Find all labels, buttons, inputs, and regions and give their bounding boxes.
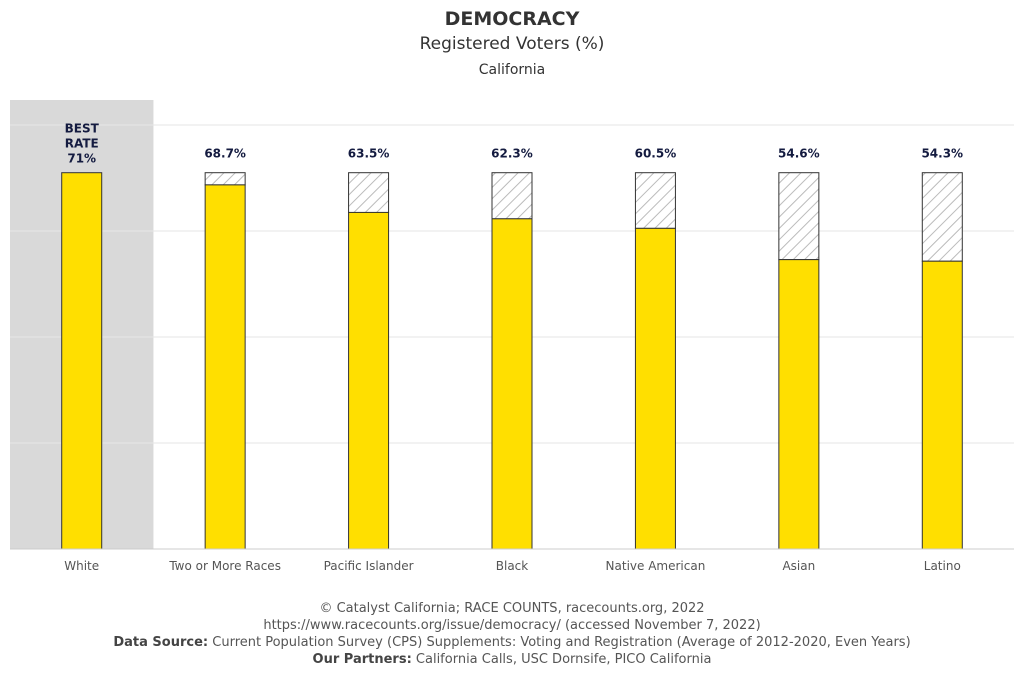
- data-source-label: Data Source:: [113, 635, 209, 650]
- category-label: Black: [496, 559, 529, 573]
- gap-to-best-bar: [348, 172, 390, 213]
- partners-line: Our Partners: California Calls, USC Dorn…: [0, 651, 1024, 668]
- gap-to-best-bar: [491, 172, 533, 220]
- value-label: 54.3%: [921, 147, 963, 161]
- source-url-line: https://www.racecounts.org/issue/democra…: [263, 618, 761, 633]
- data-source-text: Current Population Survey (CPS) Suppleme…: [208, 635, 911, 650]
- bar: [348, 211, 390, 550]
- partners-text: California Calls, USC Dornsife, PICO Cal…: [411, 652, 712, 667]
- gap-to-best-bar: [921, 172, 963, 262]
- category-label: Latino: [924, 559, 961, 573]
- category-label: Asian: [782, 559, 815, 573]
- gap-to-best-bar: [204, 172, 246, 186]
- value-label: 62.3%: [491, 147, 533, 161]
- chart-subtitle: Registered Voters (%): [419, 34, 605, 54]
- copyright-line: © Catalyst California; RACE COUNTS, race…: [319, 601, 705, 616]
- bar: [61, 172, 103, 550]
- chart-footer: © Catalyst California; RACE COUNTS, race…: [0, 600, 1024, 668]
- best-rate-label: BEST: [65, 122, 100, 136]
- value-label: 68.7%: [204, 147, 246, 161]
- gap-to-best-bar: [778, 172, 820, 261]
- chart-title: DEMOCRACY: [444, 8, 580, 30]
- partners-label: Our Partners:: [312, 652, 412, 667]
- value-label: 54.6%: [778, 147, 820, 161]
- category-label: Pacific Islander: [324, 559, 414, 573]
- best-rate-label: 71%: [67, 152, 96, 166]
- chart-region: California: [478, 62, 546, 78]
- best-rate-label: RATE: [65, 137, 99, 151]
- value-label: 63.5%: [348, 147, 390, 161]
- category-label: White: [64, 559, 99, 573]
- bar: [634, 227, 676, 550]
- bar: [921, 260, 963, 550]
- gap-to-best-bar: [634, 172, 676, 229]
- bar: [491, 218, 533, 550]
- category-label: Two or More Races: [168, 559, 281, 573]
- bar: [204, 184, 246, 550]
- data-source-line: Data Source: Current Population Survey (…: [0, 634, 1024, 651]
- bar: [778, 259, 820, 550]
- category-label: Native American: [606, 559, 706, 573]
- value-label: 60.5%: [635, 147, 677, 161]
